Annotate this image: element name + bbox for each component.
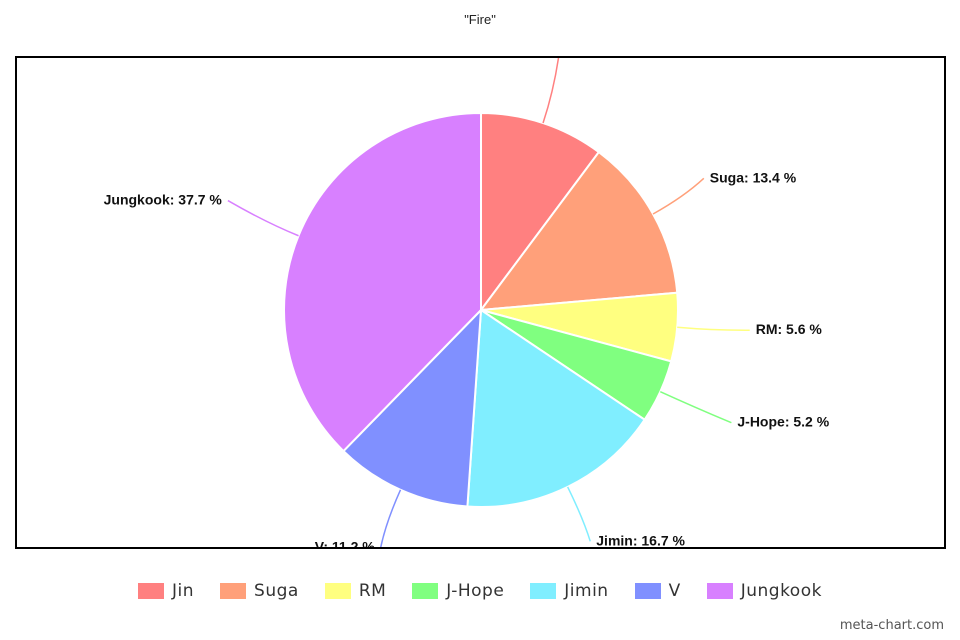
pie-label-j-hope: J-Hope: 5.2 % <box>737 414 829 430</box>
pie-connector-jin <box>542 58 560 124</box>
pie-connector-j-hope <box>659 390 732 424</box>
pie-slice-jin <box>480 111 601 314</box>
pie-label-jin: Jin: 10.2 % <box>565 58 638 59</box>
pie-connector-v <box>380 489 402 547</box>
legend-label-v: V <box>668 581 681 601</box>
legend-item-jimin[interactable]: Jimin <box>530 581 608 601</box>
legend-swatch-suga <box>220 583 247 599</box>
legend-label-jin: Jin <box>172 581 195 601</box>
plot-frame: Jin: 10.2 % Suga: 13.4 % RM: 5.6 % J-Hope: … <box>15 56 946 549</box>
legend-label-jimin: Jimin <box>564 581 609 601</box>
pie-label-jungkook: Jungkook: 37.7 % <box>104 192 223 208</box>
legend-label-suga: Suga <box>254 581 299 601</box>
pie-connector-jungkook <box>227 199 299 237</box>
legend-label-rm: RM <box>358 581 387 601</box>
pie-connector-rm <box>677 326 750 331</box>
pie-label-jimin: Jimin: 16.7 % <box>596 532 685 547</box>
legend-swatch-j-hope <box>412 583 439 599</box>
pie-connector-jimin <box>566 486 591 542</box>
legend-swatch-rm <box>324 583 351 599</box>
legend-item-jungkook[interactable]: Jungkook <box>706 581 822 601</box>
legend-swatch-v <box>634 583 661 599</box>
pie-label-suga: Suga: 13.4 % <box>710 169 797 185</box>
legend-item-suga[interactable]: Suga <box>220 581 299 601</box>
chart-title: "Fire" <box>464 12 496 27</box>
legend-swatch-jin <box>138 583 165 599</box>
pie-slice-jimin <box>466 308 647 508</box>
legend-swatch-jungkook <box>706 583 733 599</box>
pie-label-rm: RM: 5.6 % <box>756 321 823 337</box>
legend: Jin Suga RM J-Hope Jimin V Jungkook <box>0 576 960 606</box>
pie-connector-suga <box>652 177 705 215</box>
legend-label-jungkook: Jungkook <box>740 581 822 601</box>
pie-slice-jungkook <box>283 111 482 453</box>
legend-label-j-hope: J-Hope <box>446 581 505 601</box>
pie-label-v: V: 11.2 % <box>315 538 375 547</box>
legend-item-v[interactable]: V <box>634 581 681 601</box>
legend-item-jin[interactable]: Jin <box>138 581 194 601</box>
legend-item-j-hope[interactable]: J-Hope <box>412 581 504 601</box>
pie-chart: Jin: 10.2 % Suga: 13.4 % RM: 5.6 % J-Hope: … <box>104 58 830 547</box>
pie-slice-suga <box>478 150 679 312</box>
legend-swatch-jimin <box>530 583 557 599</box>
credit-text: meta-chart.com <box>839 618 944 633</box>
legend-item-rm[interactable]: RM <box>324 581 387 601</box>
